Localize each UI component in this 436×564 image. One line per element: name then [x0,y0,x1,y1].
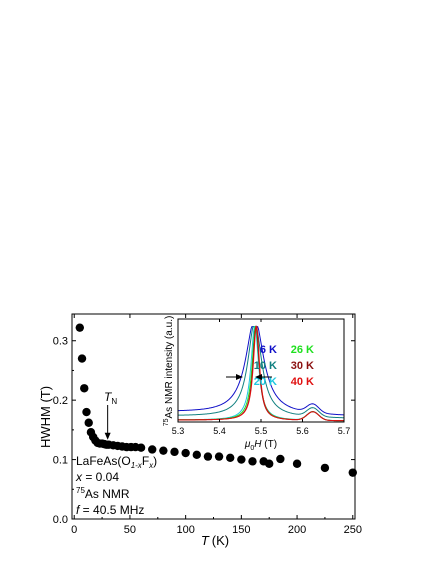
data-point [159,446,168,455]
inset-arrow-left-group [226,374,243,380]
nmr-label: 75As NMR [76,486,130,501]
inset-x-unit: (T) [262,439,278,450]
legend-entry: 20 K [254,376,277,388]
data-point [226,453,235,462]
legend-entry: 6 K [260,344,277,356]
main-x-tick-label: 150 [232,524,250,536]
inset-x-tick-label: 5.5 [255,426,268,436]
inset-x-mu: μ [244,439,251,450]
inset-legend: 6 K 26 K 10 K 30 K 20 K 40 K [254,344,314,388]
data-point [276,454,285,464]
inset-ticks: 5.3 5.4 5.5 5.6 5.7 [172,319,351,436]
data-point [75,323,84,332]
inset-arrow-right-group [255,374,272,380]
inset-x-var: H [254,439,262,450]
inset-curve [178,326,344,422]
data-point [292,459,302,468]
data-point [248,457,257,466]
data-point [77,354,87,363]
inset-x-tick-label: 5.7 [338,426,351,436]
main-ticks: 0 50 100 150 200 250 0.0 0.1 0.2 0.3 [53,314,362,536]
main-y-tick-label: 0.2 [53,395,68,407]
main-data-points [75,323,357,477]
inset-curves [177,324,345,422]
tn-subscript: N [111,397,117,406]
inset-x-tick-label: 5.6 [296,426,309,436]
main-x-axis-title: T (K) [201,533,229,548]
legend-entry: 10 K [254,360,277,372]
data-point [265,459,274,468]
compound-sub2: x [148,461,154,470]
nmr-superscript: 75 [76,486,85,495]
compound-label: LaFeAs(O1-xFx) [76,454,157,470]
main-x-axis-var: T [201,533,210,548]
main-y-tick-label: 0.0 [53,514,68,526]
data-point [320,463,330,473]
data-point [84,418,93,427]
data-point [82,407,91,417]
compound-sub1: 1-x [131,461,143,470]
main-y-axis-title: HWHM (T) [38,386,53,448]
inset-x-tick-label: 5.4 [213,426,226,436]
data-point [348,468,357,477]
main-x-axis-unit: (K) [212,533,229,548]
tn-arrow-head [104,432,111,440]
main-y-tick-label: 0.3 [53,336,68,348]
data-point [214,452,224,461]
data-point [192,450,201,460]
legend-entry: 26 K [291,344,314,356]
legend-entry: 40 K [291,376,314,388]
inset-x-tick-label: 5.3 [172,426,185,436]
main-x-tick-label: 200 [288,524,306,536]
main-x-tick-label: 250 [344,524,362,536]
inset-x-subscript: 0 [250,445,254,452]
inset-background [178,319,344,422]
main-y-tick-label: 0.1 [53,455,68,467]
inset-curve [177,326,345,416]
data-point [80,384,89,393]
main-x-tick-label: 100 [176,524,194,536]
data-point [170,447,179,457]
data-point [237,455,246,464]
inset-curve [177,326,345,419]
inset-y-superscript: 75 [163,418,170,426]
tn-label: TN [104,390,117,406]
inset-x-axis-title: μ0H (T) [244,439,277,452]
main-x-tick-label: 50 [124,524,136,536]
data-point [148,445,157,454]
data-point [181,448,190,458]
tn-symbol: T [104,390,113,404]
main-x-tick-label: 0 [71,524,77,536]
legend-entry: 30 K [291,360,314,372]
frequency-label: f = 40.5 MHz [76,503,144,517]
data-point [136,443,146,452]
data-point [203,452,213,461]
inset-y-axis-title: 75As NMR intensity (a.u.) [163,316,175,427]
concentration-label: x = 0.04 [75,470,119,484]
